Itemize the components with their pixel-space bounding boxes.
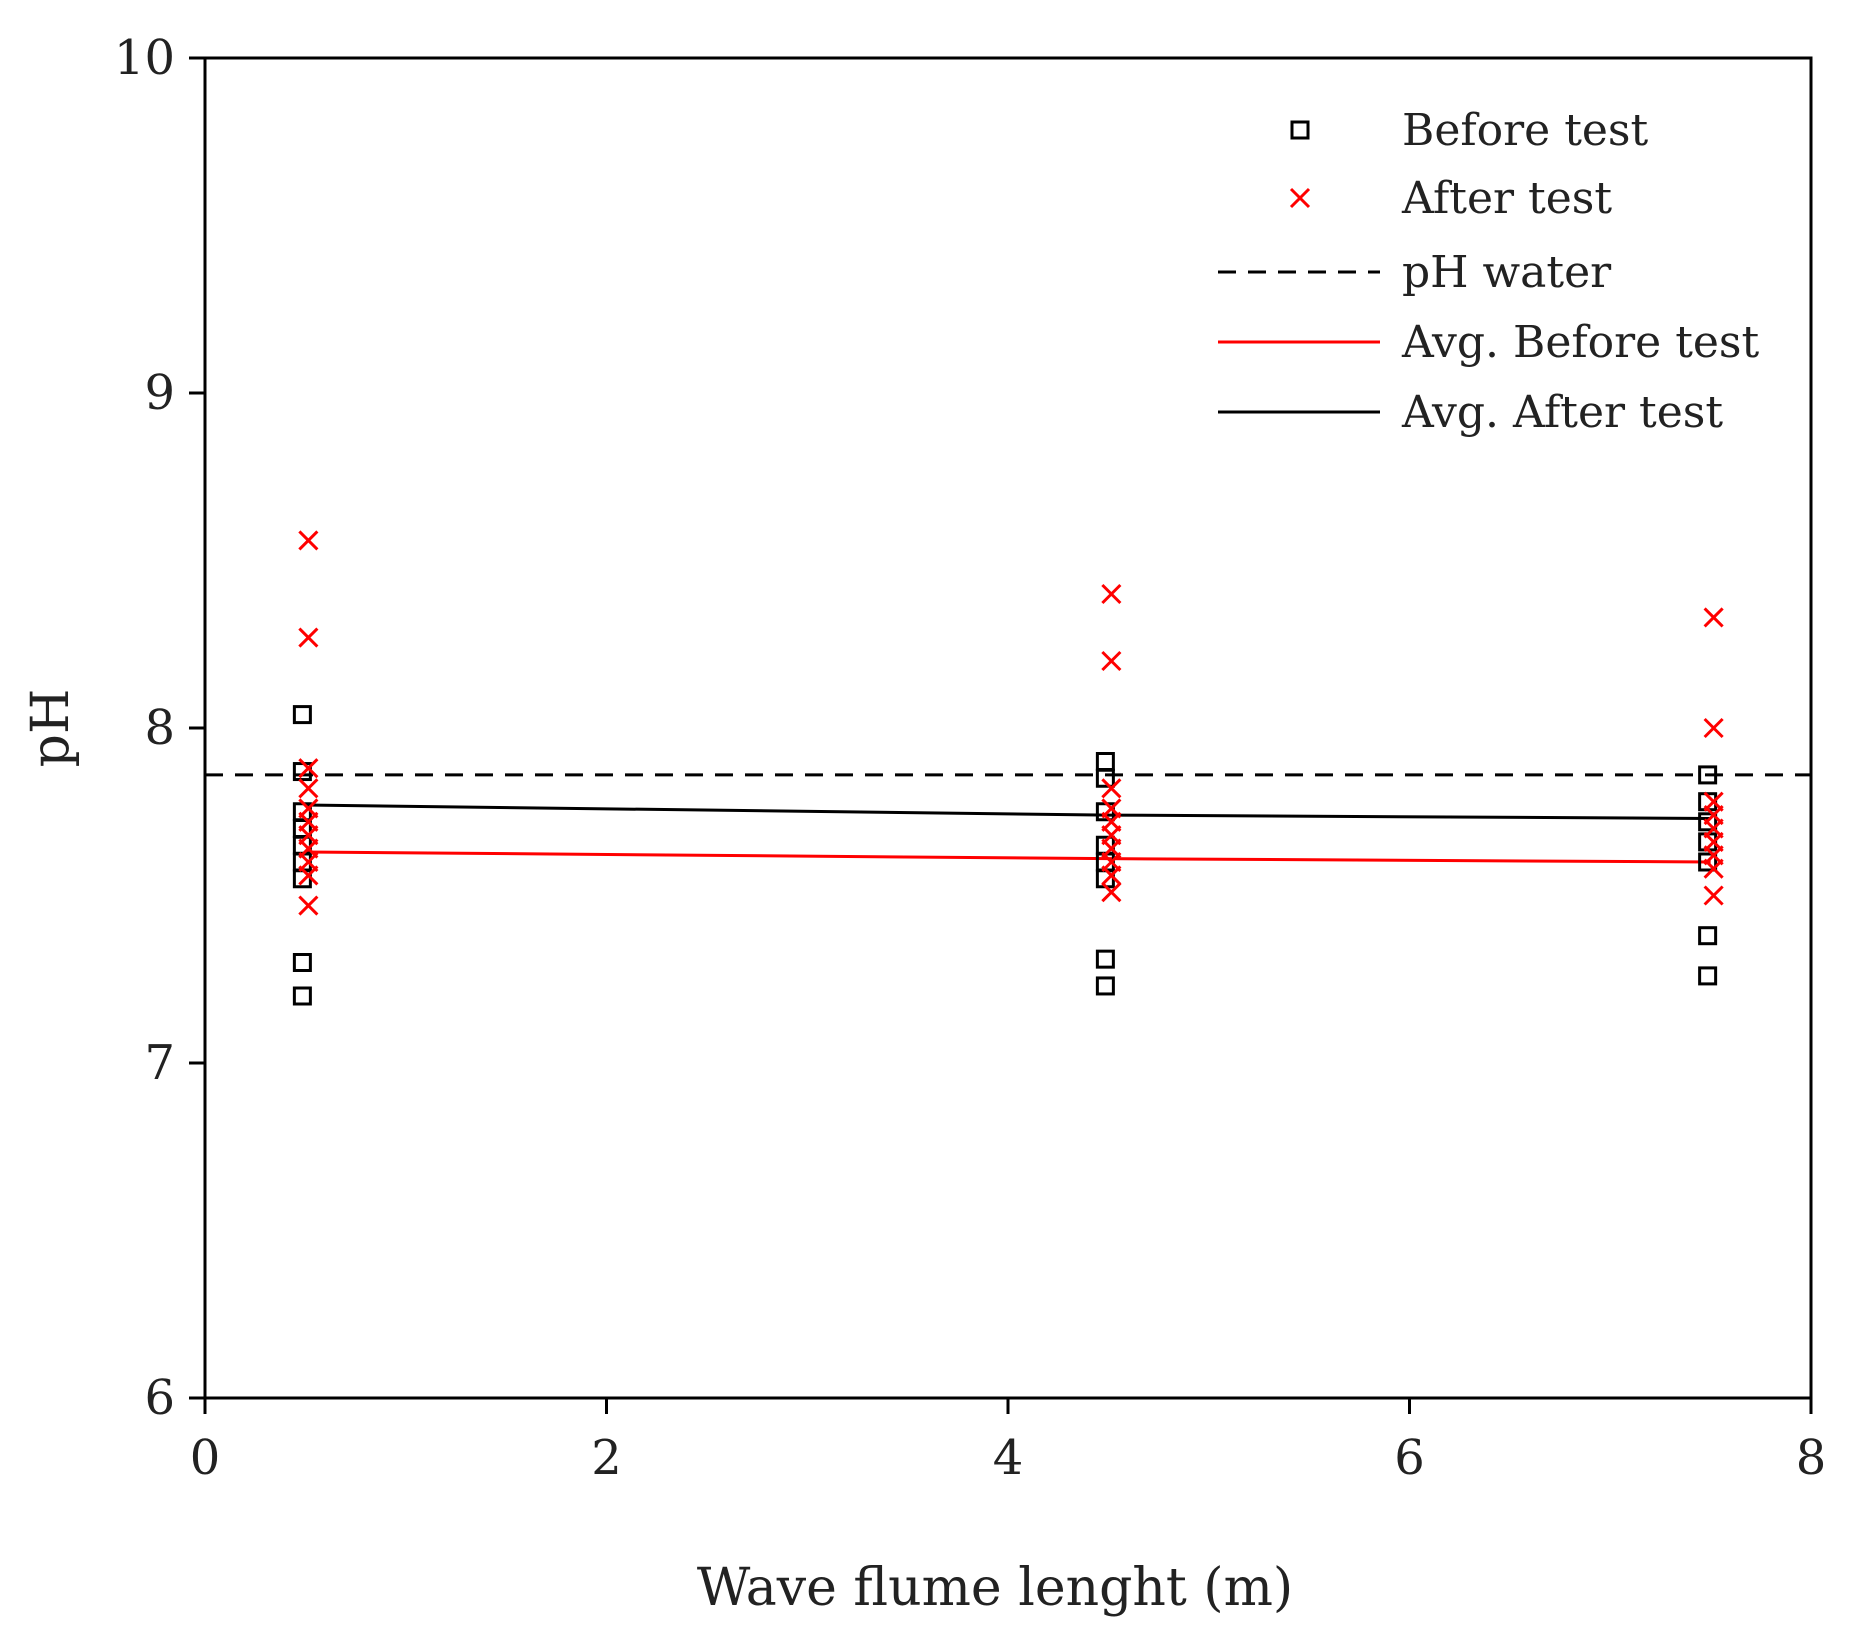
before-test-point [1095, 949, 1115, 969]
legend-swatch-after-test [1289, 187, 1311, 209]
y-tick-label: 7 [144, 1035, 175, 1091]
legend-swatch-before-test [1290, 120, 1310, 140]
y-tick-label: 10 [114, 30, 175, 86]
y-axis-title: pH [21, 689, 81, 768]
before-test-point [1095, 752, 1115, 771]
x-axis-title: Wave flume lenght (m) [697, 1558, 1293, 1618]
after-test-point [1101, 882, 1122, 903]
before-test-point [292, 986, 312, 1006]
legend-label-ph-water: pH water [1402, 247, 1612, 298]
avg-before-test-line [305, 850, 1711, 864]
x-tick-label: 6 [1394, 1430, 1425, 1486]
x-tick-label: 4 [993, 1430, 1024, 1486]
y-tick-label: 9 [144, 365, 175, 421]
after-test-point [1101, 865, 1122, 886]
before-test-point [1698, 765, 1718, 785]
after-test-point [298, 865, 319, 886]
x-tick-label: 8 [1796, 1430, 1827, 1486]
before-test-point [1698, 926, 1718, 946]
avg-after-test-line [305, 803, 1711, 820]
after-test-point [1703, 885, 1724, 906]
legend: Before test After test pH water Avg. Before… [1218, 105, 1759, 438]
after-test-point [1101, 778, 1122, 799]
after-test-point [298, 627, 319, 648]
legend-label-avg-after-test: Avg. After test [1401, 387, 1723, 438]
after-test-point [298, 758, 319, 779]
legend-label-after-test: After test [1401, 173, 1612, 224]
after-test-point [1703, 607, 1724, 628]
before-test-point [1095, 768, 1115, 788]
series-markers [292, 530, 1724, 1006]
axis-ticks: 0 2 4 6 8 6 7 8 9 10 [114, 30, 1826, 1486]
x-tick-label: 2 [591, 1430, 622, 1486]
legend-label-avg-before-test: Avg. Before test [1401, 317, 1759, 368]
x-tick-label: 0 [190, 1430, 221, 1486]
after-test-point [298, 778, 319, 799]
y-tick-label: 6 [144, 1370, 175, 1426]
before-test-point [1095, 976, 1115, 996]
after-test-point [1703, 717, 1724, 739]
before-test-point [292, 953, 312, 972]
after-test-point [1703, 858, 1724, 879]
series-lines [205, 773, 1811, 864]
after-test-point [1101, 583, 1122, 605]
before-test-point [1698, 966, 1718, 986]
after-test-point [1101, 650, 1122, 672]
legend-label-before-test: Before test [1402, 105, 1649, 156]
after-test-point [298, 530, 319, 551]
y-tick-label: 8 [144, 700, 175, 756]
before-test-point [1698, 852, 1718, 872]
after-test-point [298, 895, 319, 916]
before-test-point [1698, 812, 1718, 832]
before-test-point [292, 705, 312, 725]
